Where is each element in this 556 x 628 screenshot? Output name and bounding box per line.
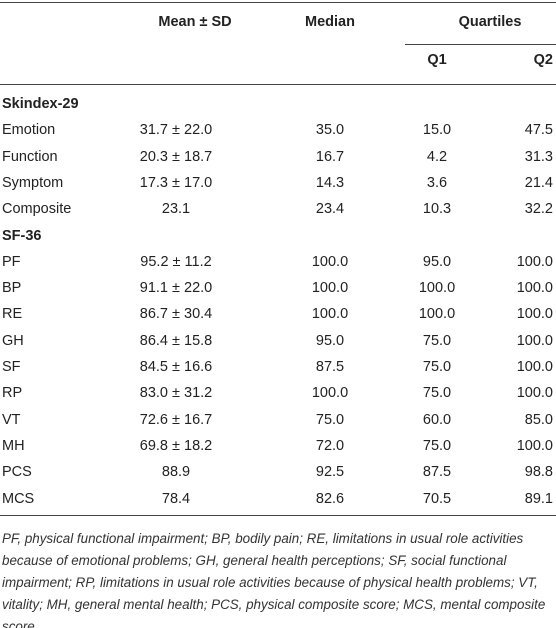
mean-sd: 86.7 ± 30.4 [139,306,213,323]
row-label: MH [2,437,25,454]
q2: 100.0 [516,306,553,323]
mean-sd: 88.9 [161,464,191,481]
mean-sd: 17.3 ± 17.0 [139,174,213,191]
header: Quartiles [458,14,522,30]
q1: 10.3 [422,201,452,218]
median: 92.5 [315,464,345,481]
median: 23.4 [315,201,345,218]
rule [0,84,556,85]
median: 35.0 [315,122,345,139]
q2: 100.0 [516,437,553,454]
q1: 15.0 [422,122,452,139]
q2: 47.5 [524,122,553,139]
mean-sd: 72.6 ± 16.7 [139,411,213,428]
q1: 75.0 [422,332,452,349]
median: 100.0 [311,385,349,402]
q2: 31.3 [524,148,553,165]
q1: 95.0 [422,253,452,270]
mean-sd: 84.5 ± 16.6 [139,359,213,375]
row-label: RP [2,385,23,402]
mean-sd: 23.1 [161,201,191,218]
q2: 89.1 [524,490,553,507]
row-label: Emotion [2,122,56,139]
mean-sd: 83.0 ± 31.2 [139,385,213,402]
median: 72.0 [315,437,345,454]
section-title: SF-36 [2,227,42,244]
q1: 75.0 [422,359,452,375]
q2: 100.0 [516,280,553,297]
row-label: Composite [2,201,72,218]
q2: 100.0 [516,253,553,270]
q1: 87.5 [422,464,452,481]
row-label: MCS [2,490,35,507]
row-label: BP [2,280,22,297]
mean-sd: 78.4 [161,490,191,507]
mean-sd: 95.2 ± 11.2 [140,253,212,270]
median: 100.0 [311,253,349,270]
median: 95.0 [315,332,345,349]
median: 87.5 [315,359,345,375]
q1: 100.0 [418,280,456,297]
median: 75.0 [315,411,345,428]
q2: 100.0 [516,359,553,375]
q1: 4.2 [426,148,448,165]
q1: 3.6 [426,174,448,191]
mean-sd: 31.7 ± 22.0 [139,122,213,139]
footnote: PF, physical functional impairment; BP, … [2,531,546,628]
row-label: RE [2,306,23,323]
rule [405,44,556,45]
q2: 21.4 [524,174,553,191]
q1: 70.5 [422,490,452,507]
row-label: SF [2,359,21,375]
row-label: Function [2,148,58,165]
header: Q1 [427,52,447,68]
rule [0,515,556,516]
mean-sd: 69.8 ± 18.2 [139,437,213,454]
row-label: PF [2,253,21,270]
row-label: GH [2,332,24,349]
q1: 75.0 [422,437,452,454]
row-label: Symptom [2,174,64,191]
q2: 100.0 [516,385,553,402]
median: 100.0 [311,306,349,323]
header: Median [305,14,355,30]
rule [0,2,556,3]
q2: 32.2 [524,201,553,218]
section-title: Skindex-29 [2,96,79,112]
q2: 98.8 [524,464,553,481]
median: 100.0 [311,280,349,297]
q2: 100.0 [516,332,553,349]
q1: 60.0 [422,411,452,428]
mean-sd: 20.3 ± 18.7 [139,148,213,165]
q1: 100.0 [418,306,456,323]
median: 14.3 [315,174,345,191]
q1: 75.0 [422,385,452,402]
median: 82.6 [315,490,345,507]
row-label: VT [2,411,21,428]
mean-sd: 86.4 ± 15.8 [139,332,213,349]
q2: 85.0 [524,411,553,428]
mean-sd: 91.1 ± 22.0 [139,280,213,297]
header: Q2 [533,52,553,68]
row-label: PCS [2,464,32,481]
header: Mean ± SD [158,14,232,30]
median: 16.7 [315,148,345,165]
